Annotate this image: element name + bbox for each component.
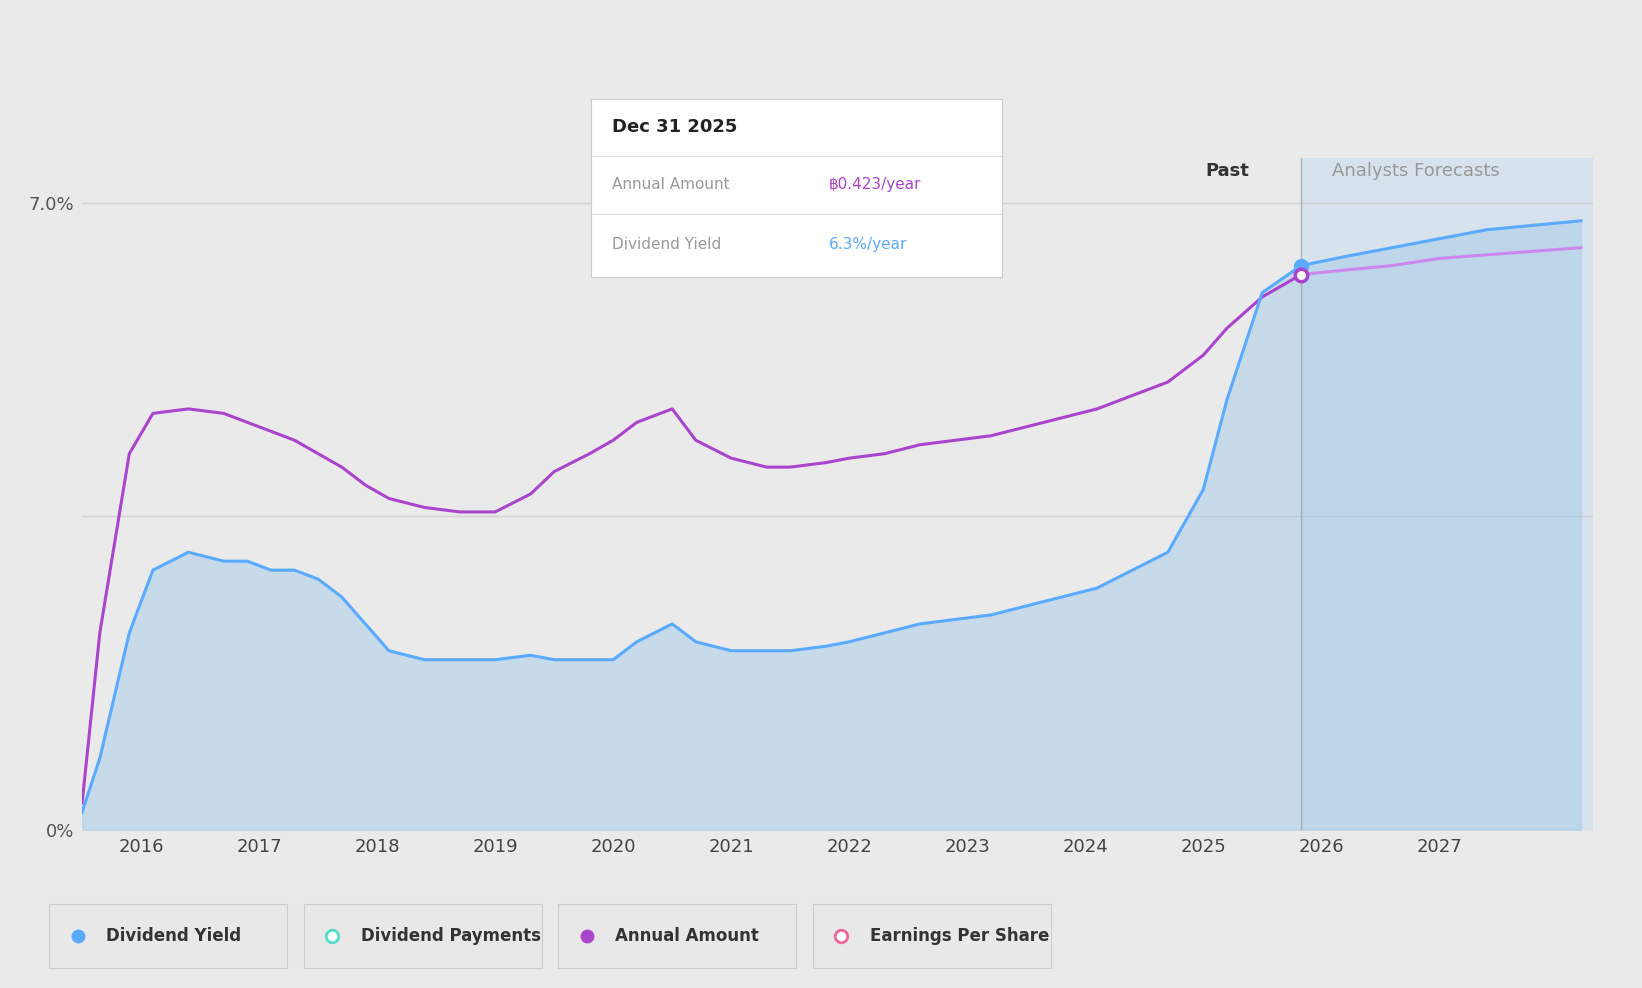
Text: Past: Past: [1205, 162, 1250, 181]
Text: ฿0.423/year: ฿0.423/year: [829, 177, 921, 192]
Text: Dividend Payments: Dividend Payments: [361, 927, 540, 946]
Text: Analysts Forecasts: Analysts Forecasts: [1332, 162, 1499, 181]
Text: Annual Amount: Annual Amount: [616, 927, 759, 946]
Text: Earnings Per Share: Earnings Per Share: [870, 927, 1049, 946]
Text: Annual Amount: Annual Amount: [611, 177, 729, 192]
Text: Dec 31 2025: Dec 31 2025: [611, 119, 737, 136]
Text: Dividend Yield: Dividend Yield: [107, 927, 241, 946]
Text: Dividend Yield: Dividend Yield: [611, 237, 721, 252]
Text: 6.3%/year: 6.3%/year: [829, 237, 908, 252]
Bar: [1300, 158, 1593, 830]
